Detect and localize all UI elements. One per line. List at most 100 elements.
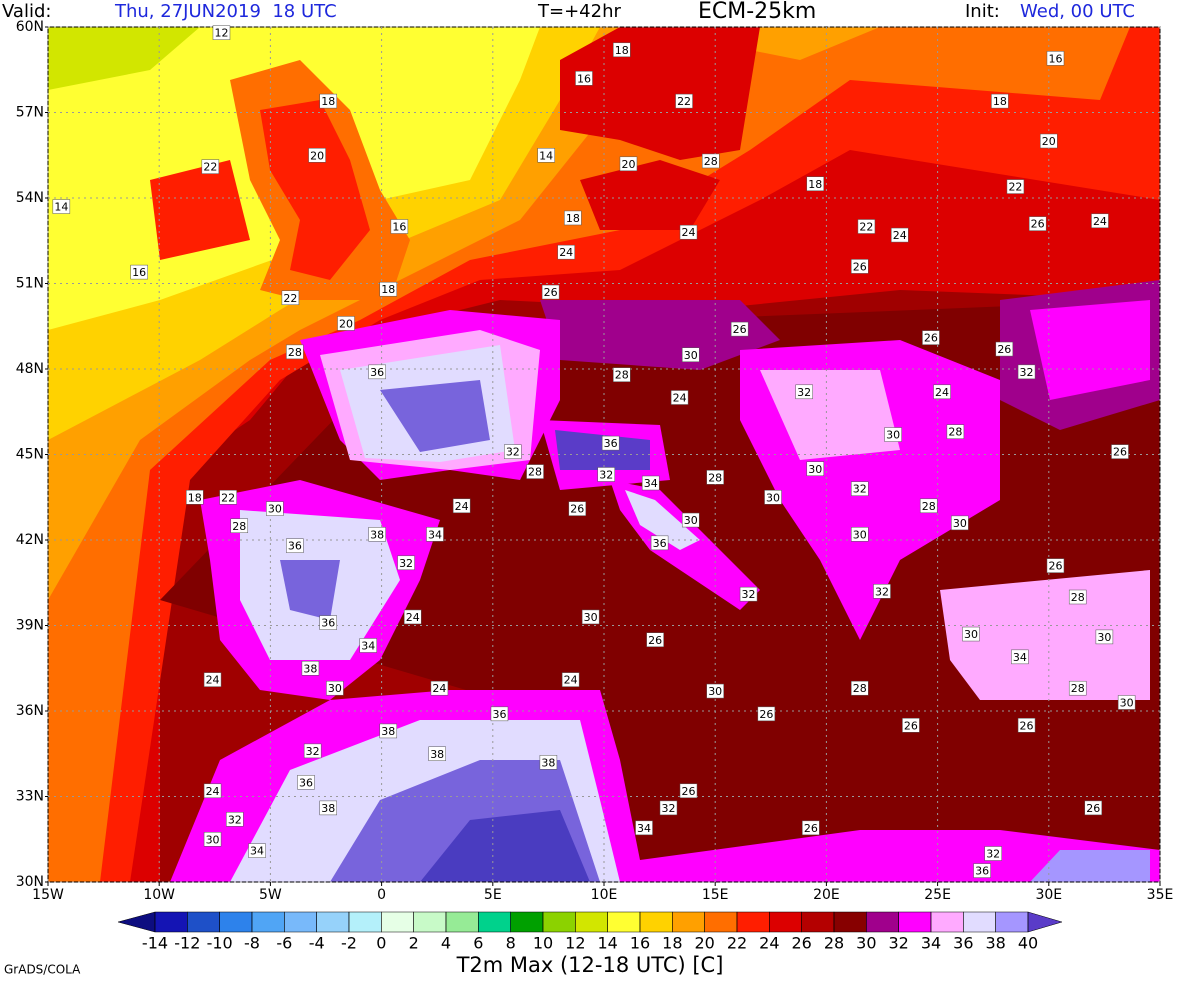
colorbar-label: -10 [207, 934, 233, 953]
station-value: 20 [621, 158, 635, 171]
station-box [851, 680, 869, 696]
station-box [575, 71, 593, 86]
station-value: 24 [893, 229, 907, 242]
station-value: 20 [339, 317, 353, 330]
colorbar-label: 22 [727, 934, 747, 953]
station-value: 30 [1097, 631, 1111, 644]
station-box [266, 501, 284, 516]
station-value: 28 [708, 471, 722, 484]
station-box [764, 490, 782, 505]
station-box [679, 783, 698, 799]
colorbar-box [219, 911, 253, 933]
colorbar-box [866, 911, 899, 933]
colorbar: -14 -12 -10 -8 -6 -4 -2 0 2 4 6 8 10 12 14 16 18 20 22 24 26… [117, 911, 1063, 953]
colorbar-box [575, 911, 608, 933]
colorbar-label: 16 [630, 934, 650, 953]
station-box [613, 367, 631, 382]
colorbar-label: 6 [473, 934, 483, 953]
station-box [739, 586, 758, 602]
axes: 15W 10W 5W 0 5E 10E 15E 20E 25E 30E 35E 30N 33N 36N 39… [16, 19, 1174, 903]
valid-label: Valid: [2, 1, 51, 22]
station-value: 28 [853, 682, 867, 695]
station-value: 24 [673, 392, 687, 405]
y-tick-label: 39N [16, 618, 44, 634]
station-box [1046, 558, 1065, 573]
station-value: 32 [875, 585, 889, 598]
station-box [946, 424, 965, 439]
station-value: 24 [206, 674, 220, 687]
station-box [681, 512, 700, 528]
station-box [757, 706, 776, 722]
station-value: 36 [370, 366, 384, 379]
station-box [995, 341, 1014, 357]
station-value: 26 [924, 332, 938, 345]
x-tick-label: 10W [143, 887, 175, 903]
station-value: 16 [1048, 52, 1062, 65]
station-value: 30 [853, 528, 867, 541]
station-value: 38 [541, 756, 555, 769]
station-value: 28 [704, 155, 718, 168]
station-box [659, 800, 678, 816]
station-box [857, 219, 876, 234]
station-box [490, 706, 509, 722]
station-value: 38 [381, 725, 395, 738]
station-value: 18 [188, 491, 202, 504]
station-box [564, 210, 582, 226]
station-value: 30 [684, 349, 698, 362]
station-box [1091, 213, 1109, 229]
station-box [601, 435, 620, 451]
colorbar-low-end [117, 911, 156, 933]
station-labels: 12 18 20 22 14 16 16 22 18 20 28 36 14 16 18 22 20 28 18 24… [52, 25, 1136, 878]
station-box [919, 498, 938, 514]
station-box [52, 199, 71, 214]
colorbar-label: 4 [441, 934, 451, 953]
colorbar-box [348, 911, 382, 933]
station-value: 26 [648, 634, 662, 647]
x-tick-label: 20E [813, 887, 840, 903]
station-value: 34 [637, 822, 651, 835]
station-box [308, 148, 326, 163]
station-box [806, 176, 825, 191]
station-box [397, 555, 415, 571]
station-box [650, 535, 669, 551]
station-box [1117, 695, 1136, 710]
x-tick-label: 35E [1147, 887, 1174, 903]
station-value: 30 [708, 685, 722, 698]
x-tick-label: 5W [259, 887, 282, 903]
station-value: 32 [661, 802, 675, 815]
station-box [248, 843, 266, 858]
station-box [730, 321, 749, 337]
station-value: 26 [1031, 218, 1045, 231]
station-box [1068, 589, 1087, 605]
station-box [1017, 364, 1036, 380]
station-box [130, 264, 148, 280]
station-value: 20 [1042, 135, 1056, 148]
station-value: 36 [653, 537, 667, 550]
station-value: 18 [808, 178, 822, 191]
station-value: 34 [428, 528, 442, 541]
station-box [319, 93, 337, 109]
station-box [379, 723, 398, 739]
colorbar-box [445, 911, 479, 933]
colorbar-box [736, 911, 770, 933]
station-value: 28 [1071, 591, 1085, 604]
station-box [984, 846, 1002, 861]
station-box [403, 609, 422, 625]
y-tick-label: 51N [16, 276, 44, 292]
colorbar-box [510, 911, 544, 933]
colorbar-label: -2 [341, 934, 357, 953]
station-box [230, 518, 249, 533]
colorbar-box [833, 911, 867, 933]
colorbar-box [801, 911, 835, 933]
station-box [430, 680, 449, 696]
station-value: 28 [922, 500, 936, 513]
y-tick-label: 45N [16, 447, 44, 463]
station-value: 28 [528, 466, 542, 479]
station-value: 34 [1013, 651, 1027, 664]
station-value: 26 [682, 785, 696, 798]
station-value: 32 [399, 557, 413, 570]
station-box [706, 683, 724, 699]
station-value: 26 [759, 708, 773, 721]
station-box [203, 783, 222, 799]
